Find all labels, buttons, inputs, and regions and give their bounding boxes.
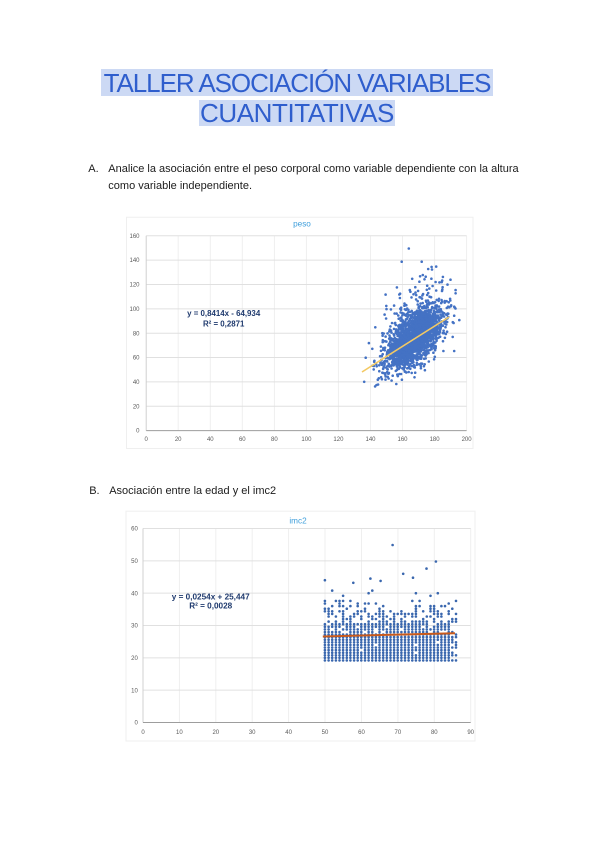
svg-text:80: 80: [133, 331, 140, 337]
svg-text:30: 30: [131, 624, 138, 630]
svg-text:140: 140: [129, 258, 140, 264]
svg-text:60: 60: [358, 730, 365, 736]
svg-text:40: 40: [207, 437, 214, 443]
svg-text:60: 60: [133, 356, 140, 362]
svg-text:0: 0: [141, 730, 145, 736]
svg-text:140: 140: [365, 437, 376, 443]
svg-text:40: 40: [285, 730, 292, 736]
svg-text:200: 200: [462, 437, 473, 443]
svg-text:0: 0: [136, 429, 140, 435]
svg-text:0: 0: [134, 721, 138, 727]
svg-text:100: 100: [301, 437, 312, 443]
svg-text:imc2: imc2: [289, 517, 307, 526]
svg-text:R² = 0,2871: R² = 0,2871: [203, 319, 245, 328]
svg-text:50: 50: [131, 559, 138, 565]
svg-text:100: 100: [129, 307, 140, 313]
svg-text:20: 20: [175, 437, 182, 443]
svg-text:20: 20: [212, 730, 219, 736]
svg-text:160: 160: [397, 437, 408, 443]
svg-text:120: 120: [333, 437, 344, 443]
svg-text:120: 120: [129, 283, 140, 289]
svg-text:90: 90: [467, 730, 474, 736]
svg-text:0: 0: [145, 437, 149, 443]
svg-text:80: 80: [271, 437, 278, 443]
svg-text:160: 160: [129, 234, 140, 240]
svg-text:40: 40: [131, 591, 138, 597]
svg-text:y = 0,0254x + 25,447: y = 0,0254x + 25,447: [172, 592, 250, 601]
svg-text:y = 0,8414x - 64,934: y = 0,8414x - 64,934: [187, 309, 261, 318]
svg-text:70: 70: [395, 730, 402, 736]
svg-text:10: 10: [131, 688, 138, 694]
svg-text:30: 30: [249, 730, 256, 736]
svg-text:10: 10: [176, 730, 183, 736]
svg-text:20: 20: [131, 656, 138, 662]
svg-text:R² = 0,0028: R² = 0,0028: [189, 602, 232, 611]
svg-text:60: 60: [131, 527, 138, 533]
svg-text:180: 180: [430, 437, 441, 443]
svg-text:20: 20: [133, 404, 140, 410]
svg-text:80: 80: [431, 730, 438, 736]
svg-text:50: 50: [322, 730, 329, 736]
svg-text:peso: peso: [293, 220, 311, 229]
svg-text:60: 60: [239, 437, 246, 443]
svg-text:40: 40: [133, 380, 140, 386]
